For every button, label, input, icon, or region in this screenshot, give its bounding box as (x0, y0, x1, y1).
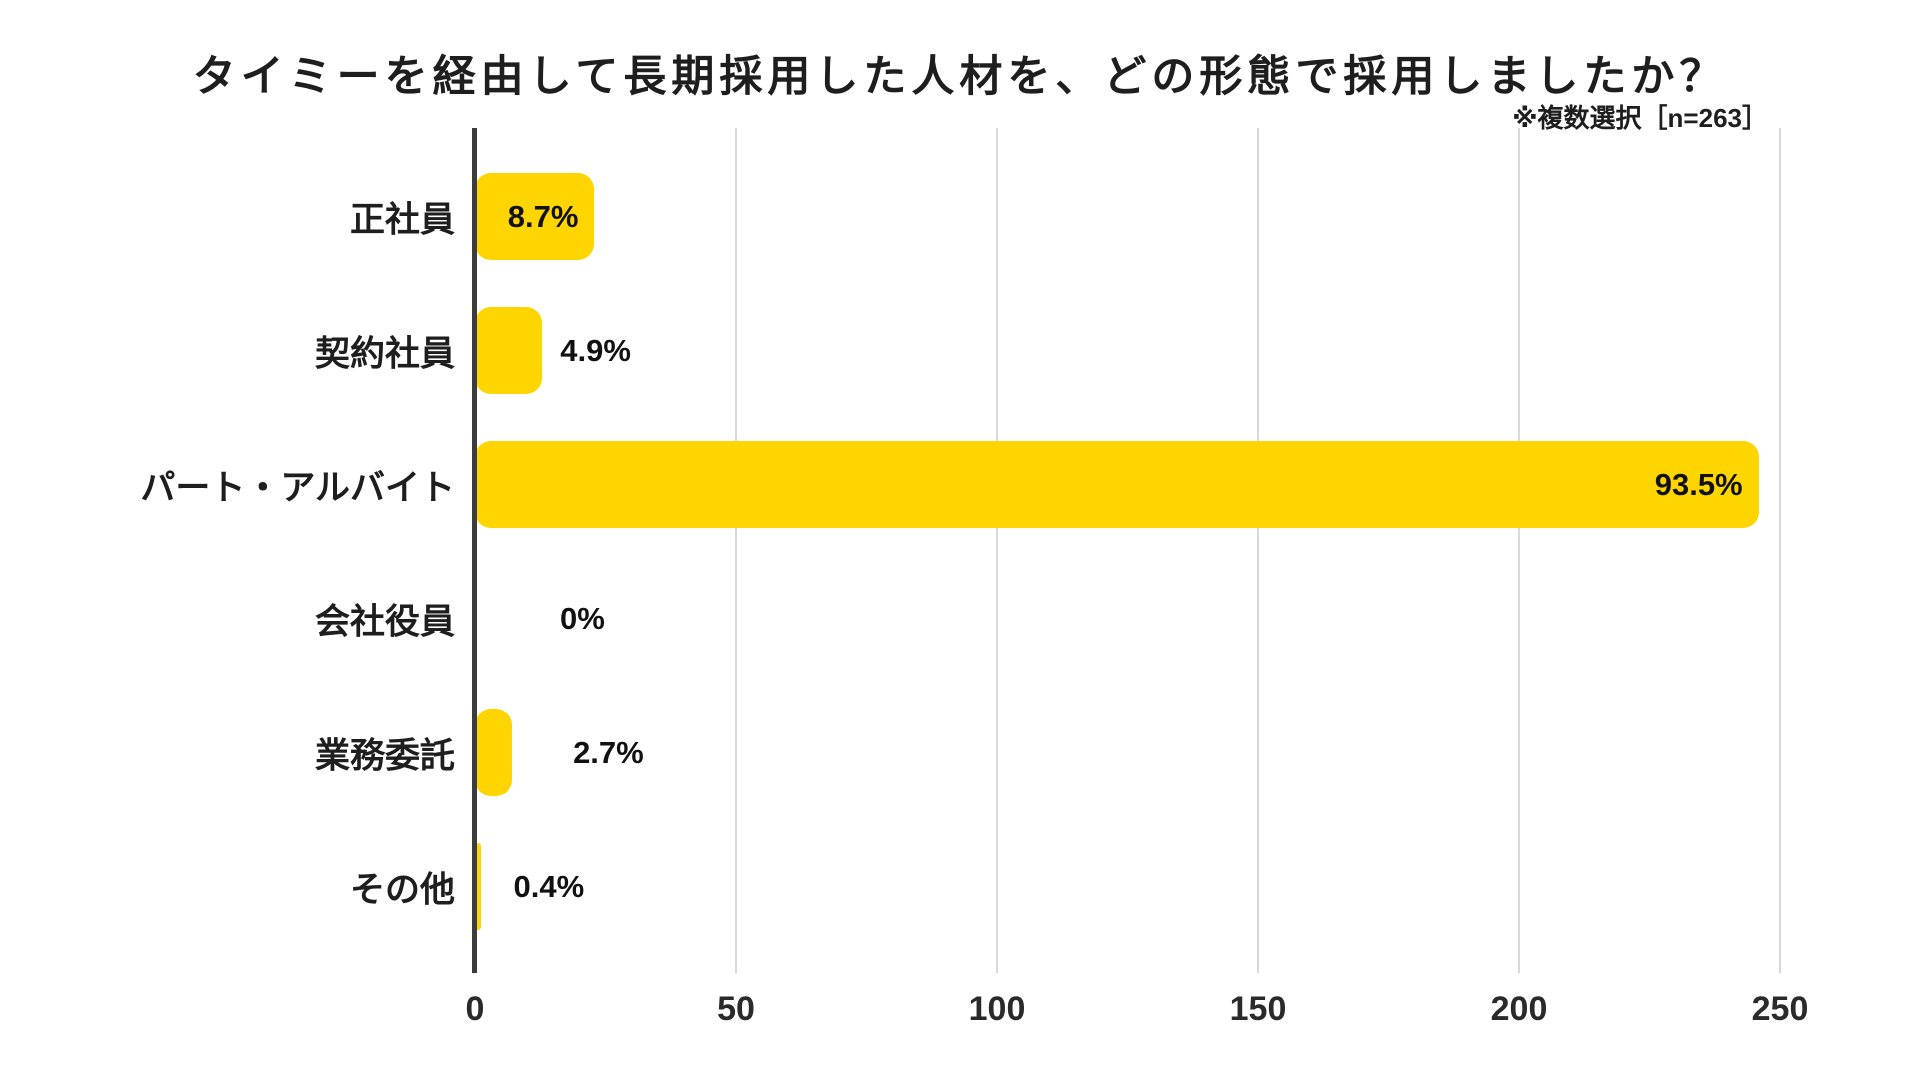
bar (475, 709, 513, 796)
value-label: 93.5% (1654, 467, 1743, 502)
category-label: 契約社員 (314, 334, 455, 374)
value-label: 8.7% (507, 199, 579, 234)
category-label: 業務委託 (314, 736, 455, 776)
x-tick-label: 150 (1229, 990, 1287, 1028)
plot-area: 正社員 8.7% 契約社員 4.9% パート・アルバイト 93.5% 会社役員 0% 業務委託 2… (140, 128, 1808, 1028)
gridline-250 (1779, 128, 1781, 973)
bar-row: その他 0.4% (350, 820, 1780, 954)
chart-title: タイミーを経由して長期採用した人材を、どの形態で採用しましたか？ (192, 53, 1728, 101)
gridline-150 (1257, 128, 1259, 973)
gridline-200 (1518, 128, 1520, 973)
x-tick-label: 200 (1490, 990, 1548, 1028)
bar (475, 441, 1759, 528)
x-tick-label: 0 (465, 990, 485, 1028)
value-label: 0.4% (513, 869, 585, 904)
bar (475, 307, 543, 394)
y-axis-line (472, 128, 477, 973)
bar-row: パート・アルバイト 93.5% (140, 418, 1780, 552)
value-label: 0% (560, 601, 605, 636)
x-tick-label: 50 (717, 990, 755, 1028)
gridline-50 (735, 128, 737, 973)
category-label: 正社員 (349, 200, 455, 240)
category-label: 会社役員 (314, 602, 455, 642)
value-label: 4.9% (560, 333, 631, 368)
bar-row: 契約社員 4.9% (315, 284, 1780, 418)
category-label: その他 (349, 870, 455, 910)
x-tick-label: 100 (968, 990, 1026, 1028)
x-tick-label: 250 (1751, 990, 1809, 1028)
bar (475, 173, 595, 260)
bar-row: 業務委託 2.7% (315, 686, 1780, 820)
category-label: パート・アルバイト (140, 468, 455, 508)
value-label: 2.7% (573, 735, 644, 770)
bar-row: 正社員 8.7% (350, 150, 1780, 284)
bar (475, 843, 481, 930)
bar-row: 会社役員 0% (315, 552, 1780, 686)
sample-size-note: ※複数選択［n=263］ (1512, 103, 1768, 133)
gridline-100 (996, 128, 998, 973)
